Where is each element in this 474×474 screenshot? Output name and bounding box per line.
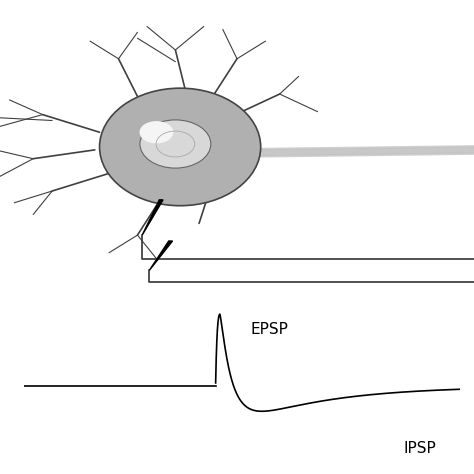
Text: IPSP: IPSP (403, 441, 436, 456)
Text: EPSP: EPSP (250, 322, 288, 337)
Polygon shape (142, 200, 163, 235)
Polygon shape (149, 241, 173, 270)
Ellipse shape (139, 121, 173, 144)
Ellipse shape (140, 120, 211, 168)
Ellipse shape (100, 88, 261, 206)
